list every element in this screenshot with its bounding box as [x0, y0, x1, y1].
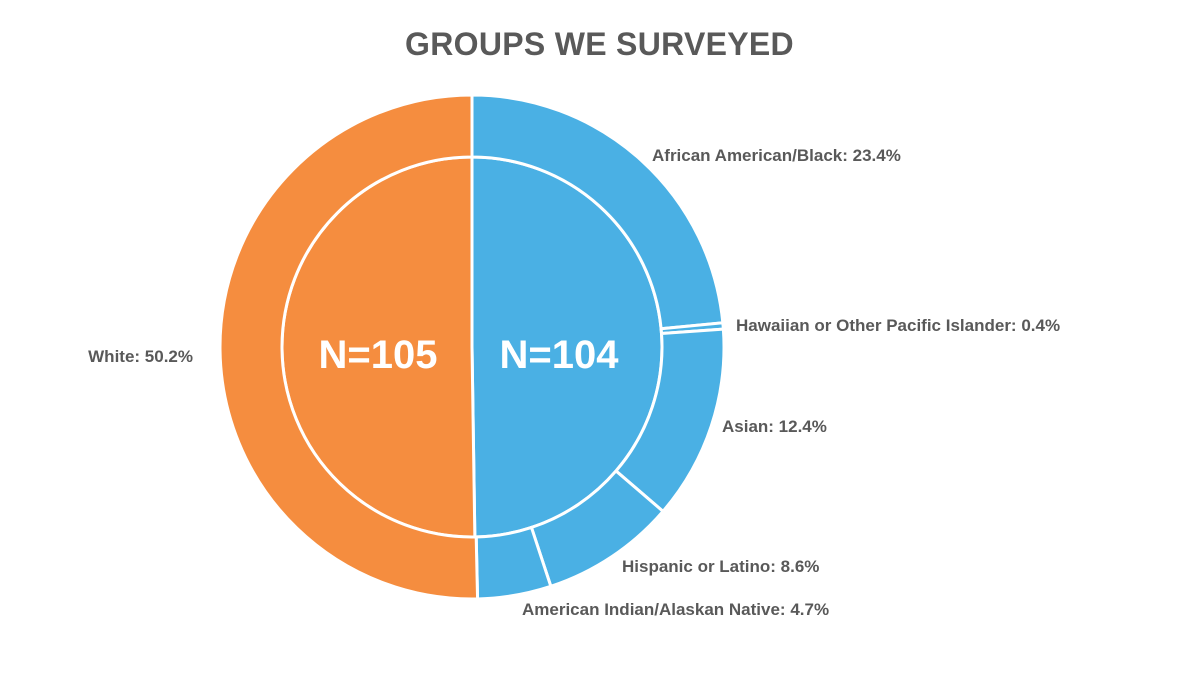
outer-label-asian: Asian: 12.4% [722, 417, 827, 436]
outer-slice-white [218, 93, 480, 601]
chart-title: GROUPS WE SURVEYED [405, 26, 794, 62]
outer-label-hispanic-or-latino: Hispanic or Latino: 8.6% [622, 557, 819, 576]
inner-label-n-105: N=105 [319, 333, 438, 377]
outer-label-american-indian-alaskan-native: American Indian/Alaskan Native: 4.7% [522, 600, 829, 619]
outer-label-african-american-black: African American/Black: 23.4% [652, 146, 901, 165]
inner-label-n-104: N=104 [500, 333, 620, 377]
outer-label-white: White: 50.2% [88, 347, 193, 366]
outer-label-hawaiian-or-other-pacific-islander: Hawaiian or Other Pacific Islander: 0.4% [736, 316, 1060, 335]
